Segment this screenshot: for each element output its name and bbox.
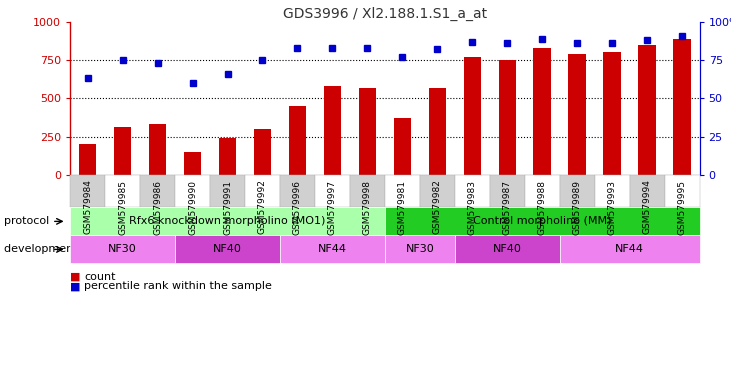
Bar [114,127,132,175]
Bar [603,53,621,175]
Text: ■: ■ [70,281,80,291]
Bar [534,48,551,175]
Text: percentile rank within the sample: percentile rank within the sample [84,281,272,291]
Text: protocol: protocol [4,216,49,227]
Text: GSM579993: GSM579993 [607,180,617,235]
Text: Control morpholino (MM): Control morpholino (MM) [473,216,611,227]
Text: GSM579990: GSM579990 [188,180,197,235]
Text: NF44: NF44 [318,244,347,255]
Text: GSM579985: GSM579985 [118,180,127,235]
Text: GSM579994: GSM579994 [643,180,651,235]
Text: NF40: NF40 [493,244,522,255]
Bar [428,88,446,175]
Bar [324,86,341,175]
Text: NF44: NF44 [615,244,644,255]
Text: ■: ■ [70,272,80,282]
Text: GSM579982: GSM579982 [433,180,442,235]
Bar [499,60,516,175]
Text: count: count [84,272,115,282]
Text: GSM579981: GSM579981 [398,180,407,235]
Bar [638,45,656,175]
Text: GSM579997: GSM579997 [328,180,337,235]
Bar [673,39,691,175]
Text: NF30: NF30 [406,244,434,255]
Text: GSM579991: GSM579991 [223,180,232,235]
Text: GSM579984: GSM579984 [83,180,92,235]
Text: GSM579995: GSM579995 [678,180,686,235]
Text: GSM579987: GSM579987 [503,180,512,235]
Bar [463,57,481,175]
Text: GSM579988: GSM579988 [538,180,547,235]
Text: GSM579996: GSM579996 [293,180,302,235]
Text: GSM579983: GSM579983 [468,180,477,235]
Text: NF40: NF40 [213,244,242,255]
Text: GSM579992: GSM579992 [258,180,267,235]
Bar [149,124,167,175]
Text: NF30: NF30 [108,244,137,255]
Bar [289,106,306,175]
Bar [79,144,96,175]
Bar [569,54,586,175]
Bar [359,88,376,175]
Text: GSM579989: GSM579989 [572,180,582,235]
Bar [219,138,236,175]
Title: GDS3996 / Xl2.188.1.S1_a_at: GDS3996 / Xl2.188.1.S1_a_at [283,7,487,21]
Text: Rfx6 knockdown morpholino (MO1): Rfx6 knockdown morpholino (MO1) [129,216,326,227]
Bar [183,152,201,175]
Bar [393,118,411,175]
Text: GSM579986: GSM579986 [153,180,162,235]
Text: GSM579998: GSM579998 [363,180,372,235]
Text: development stage: development stage [4,244,112,255]
Bar [254,129,271,175]
